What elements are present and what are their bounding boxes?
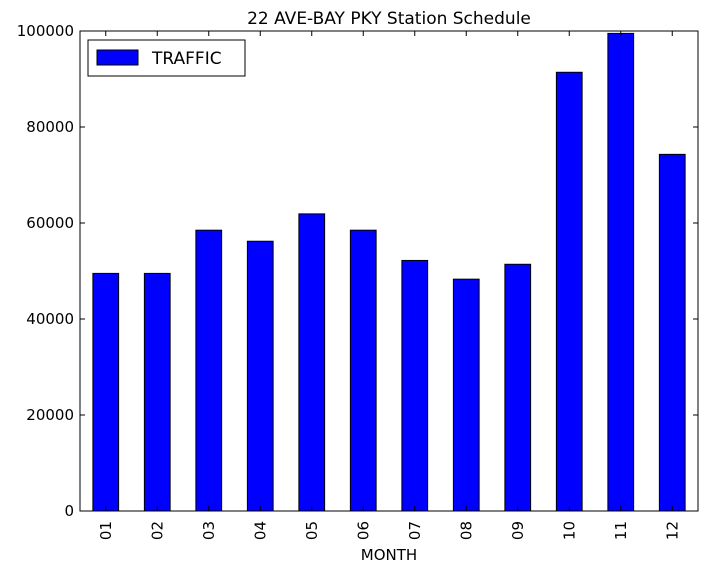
- x-tick-label-04: 04: [251, 521, 269, 540]
- bar-04: [246, 240, 274, 512]
- y-tick-label: 100000: [17, 22, 74, 40]
- legend-label-traffic: TRAFFIC: [151, 49, 222, 69]
- chart-title: 22 AVE-BAY PKY Station Schedule: [247, 9, 531, 29]
- bar-07: [401, 259, 429, 512]
- bar-12: [658, 153, 686, 512]
- x-tick-label-05: 05: [303, 521, 321, 540]
- legend-swatch-traffic: [96, 49, 139, 66]
- x-tick-label-07: 07: [406, 521, 424, 540]
- y-tick-label: 0: [64, 502, 74, 520]
- x-tick-label-12: 12: [663, 521, 681, 540]
- bars-layer: [92, 32, 686, 512]
- bar-08: [452, 278, 480, 512]
- bar-01: [92, 272, 120, 512]
- bar-03: [195, 229, 223, 512]
- x-tick-label-11: 11: [612, 521, 630, 540]
- x-tick-label-09: 09: [509, 521, 527, 540]
- y-tick-label: 80000: [26, 118, 74, 136]
- x-tick-label-01: 01: [97, 521, 115, 540]
- bar-11: [607, 32, 635, 512]
- x-tick-label-10: 10: [560, 521, 578, 540]
- bar-06: [349, 229, 377, 512]
- x-tick-label-03: 03: [200, 521, 218, 540]
- legend: TRAFFIC: [87, 39, 246, 77]
- x-tick-label-02: 02: [148, 521, 166, 540]
- y-tick-label: 40000: [26, 310, 74, 328]
- y-tick-label: 60000: [26, 214, 74, 232]
- x-tick-label-06: 06: [354, 521, 372, 540]
- y-tick-label: 20000: [26, 406, 74, 424]
- x-tick-label-08: 08: [457, 521, 475, 540]
- bar-05: [298, 213, 326, 512]
- bar-02: [143, 272, 171, 512]
- bar-09: [504, 263, 532, 512]
- bar-10: [555, 71, 583, 512]
- plot-area-frame: [79, 30, 699, 512]
- axis-ticks: 0 20000 40000 60000 80000 100000 01 02 03 04 05 06 0…: [17, 22, 698, 540]
- x-axis-label: MONTH: [361, 546, 417, 564]
